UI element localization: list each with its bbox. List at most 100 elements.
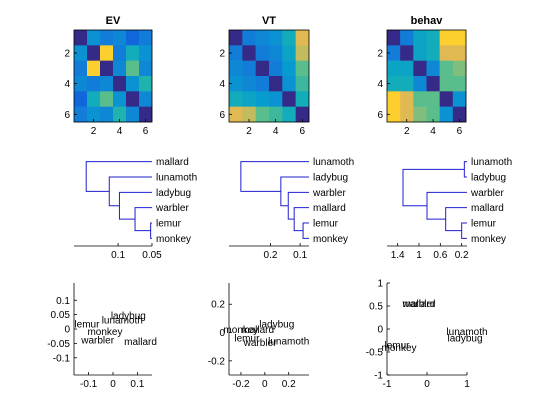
x-tick-label: 0.1 (111, 250, 125, 261)
heatmap-cell (439, 45, 454, 61)
y-tick-label: 4 (219, 79, 225, 90)
heatmap-cell (229, 30, 243, 46)
heatmap-cell (229, 45, 243, 61)
heatmap-cell (229, 60, 243, 77)
heatmap-cell (400, 60, 414, 77)
heatmap-cell (255, 76, 270, 92)
heatmap-cell (255, 91, 270, 107)
heatmap-cell (229, 91, 243, 107)
heatmap-cell (113, 30, 127, 46)
heatmap-1: EV 2 4 6 2 4 6 (64, 15, 153, 137)
point-label: ladybug (259, 320, 294, 331)
point-label: lunamoth (102, 315, 143, 326)
heatmap-title: behav (411, 15, 444, 27)
dendrogram-link (240, 161, 309, 192)
heatmap-cell (269, 45, 283, 61)
heatmap-cell (269, 106, 283, 123)
heatmap-cell (229, 76, 243, 92)
heatmap-cell (113, 106, 127, 123)
heatmap-cell (87, 45, 101, 61)
heatmap-cell (295, 45, 310, 61)
heatmap-cell (387, 76, 401, 92)
heatmap-cell (439, 76, 454, 92)
leaf-label: ladybug (156, 188, 191, 199)
leaf-label: monkey (313, 234, 348, 245)
heatmap-cell (126, 76, 140, 92)
heatmap-cell (242, 45, 256, 61)
heatmap-cell (255, 60, 270, 77)
heatmap-cell (100, 30, 114, 46)
heatmap-cell (282, 30, 296, 46)
heatmap-cell (74, 91, 88, 107)
heatmap-cell (452, 30, 467, 46)
heatmap-cell (113, 45, 127, 61)
heatmap-cell (452, 106, 467, 123)
heatmap-cell (282, 60, 296, 77)
leaf-label: lemur (313, 219, 339, 230)
y-tick-label: 6 (64, 110, 70, 121)
heatmap-cell (400, 91, 414, 107)
heatmap-cell (139, 91, 153, 107)
y-tick-label: -0.05 (47, 339, 70, 350)
x-tick-label: 6 (143, 126, 149, 137)
x-tick-label: 1 (416, 250, 422, 261)
heatmap-cell (126, 60, 140, 77)
heatmap-cell (74, 76, 88, 92)
x-tick-label: 2 (404, 126, 410, 137)
x-tick-label: -0.1 (80, 379, 98, 390)
x-tick-label: 1 (464, 379, 470, 390)
leaf-label: lunamoth (156, 173, 197, 184)
heatmap-cell (139, 60, 153, 77)
heatmap-cell (242, 76, 256, 92)
heatmap-cell (413, 91, 427, 107)
x-tick-label: -0.2 (232, 379, 250, 390)
x-tick-label: -1 (383, 379, 392, 390)
heatmap-cell (426, 30, 440, 46)
heatmap-cell (139, 106, 153, 123)
y-tick-label: -0.1 (53, 353, 71, 364)
heatmap-cell (387, 45, 401, 61)
y-tick-label: 6 (219, 110, 225, 121)
dendrogram-link (426, 191, 467, 220)
leaf-label: warbler (155, 203, 189, 214)
y-tick-label: 2 (377, 49, 383, 60)
y-tick-label: 2 (219, 49, 225, 60)
point-label: lunamoth (268, 337, 309, 348)
dendrogram-link (287, 191, 309, 220)
x-tick-label: 4 (430, 126, 436, 137)
heatmap-cell (282, 106, 296, 123)
heatmap-cell (74, 30, 88, 46)
heatmap-2: VT 2 4 6 2 4 6 (219, 15, 310, 137)
leaf-label: mallard (471, 203, 504, 214)
point-label: lemur (234, 334, 260, 345)
heatmap-cell (295, 76, 310, 92)
leaf-label: warbler (470, 188, 504, 199)
leaf-label: mallard (313, 203, 346, 214)
x-tick-label: 0.1 (293, 250, 307, 261)
dendrogram-link (85, 161, 152, 192)
heatmap-3: behav 2 4 6 2 4 6 (377, 15, 467, 137)
heatmap-cell (113, 76, 127, 92)
heatmap-cell (426, 76, 440, 92)
heatmap-cell (100, 60, 114, 77)
y-tick-label: 6 (377, 110, 383, 121)
heatmap-cell (439, 106, 454, 123)
dendrogram-3: lunamoth ladybug warbler mallard lemur monkey… (387, 157, 512, 261)
x-tick-label: 2 (246, 126, 252, 137)
dendrogram-1: mallard lunamoth ladybug warbler lemur monkey… (74, 157, 197, 261)
heatmap-cell (126, 45, 140, 61)
leaf-label: lunamoth (471, 157, 512, 168)
heatmap-cell (255, 30, 270, 46)
x-tick-label: 0.2 (264, 250, 278, 261)
x-tick-label: 0 (424, 379, 430, 390)
heatmap-cell (426, 60, 440, 77)
heatmap-cell (139, 45, 153, 61)
leaf-label: lunamoth (313, 157, 354, 168)
heatmap-cell (269, 76, 283, 92)
heatmap-cell (452, 45, 467, 61)
heatmap-cell (100, 45, 114, 61)
x-tick-label: 4 (273, 126, 279, 137)
heatmap-cell (426, 91, 440, 107)
heatmap-cell (139, 76, 153, 92)
